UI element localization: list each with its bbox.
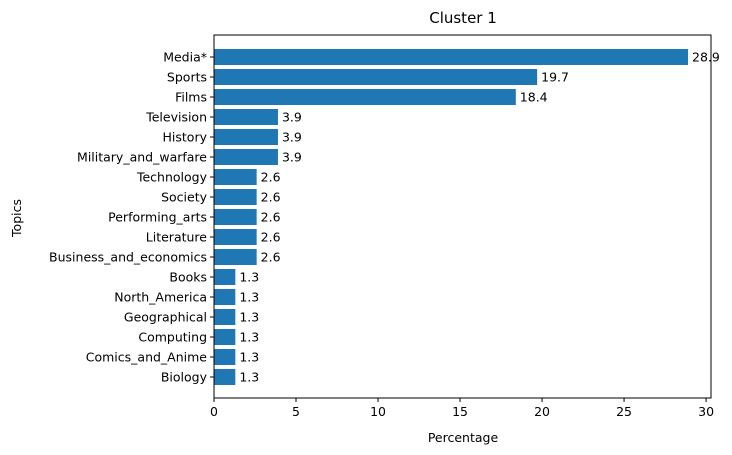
y-tick-label: Computing bbox=[138, 330, 207, 345]
y-tick-label: Books bbox=[169, 270, 207, 285]
x-tick-label: 25 bbox=[616, 404, 632, 419]
bar bbox=[214, 169, 257, 185]
data-label: 1.3 bbox=[239, 350, 259, 365]
x-tick-label: 5 bbox=[292, 404, 300, 419]
data-label: 2.6 bbox=[261, 210, 281, 225]
data-label: 3.9 bbox=[282, 150, 302, 165]
x-tick-label: 20 bbox=[534, 404, 550, 419]
bar bbox=[214, 149, 278, 165]
bar bbox=[214, 229, 257, 245]
y-tick-label: Films bbox=[175, 90, 207, 105]
x-tick-label: 0 bbox=[210, 404, 218, 419]
bar bbox=[214, 289, 236, 305]
bar bbox=[214, 89, 516, 105]
bar bbox=[214, 329, 236, 345]
data-label: 1.3 bbox=[239, 290, 259, 305]
bars-group bbox=[214, 49, 689, 385]
y-tick-labels: Media* Sports Films Television History Milita… bbox=[49, 50, 214, 385]
data-label: 18.4 bbox=[520, 90, 548, 105]
y-tick-label: Performing_arts bbox=[108, 210, 207, 225]
y-tick-label: Television bbox=[145, 110, 207, 125]
x-tick-label: 10 bbox=[370, 404, 386, 419]
data-label: 1.3 bbox=[239, 270, 259, 285]
y-tick-label: Business_and_economics bbox=[49, 250, 207, 265]
bar bbox=[214, 369, 236, 385]
y-tick-label: Society bbox=[161, 190, 208, 205]
data-label: 1.3 bbox=[239, 370, 259, 385]
data-label: 2.6 bbox=[261, 170, 281, 185]
bar bbox=[214, 49, 689, 65]
plot-frame bbox=[213, 34, 712, 399]
y-tick-label: North_America bbox=[114, 290, 207, 305]
data-label: 2.6 bbox=[261, 190, 281, 205]
chart-title: Cluster 1 bbox=[429, 9, 497, 27]
x-tick-label: 15 bbox=[452, 404, 468, 419]
bar bbox=[214, 249, 257, 265]
data-labels: 28.919.718.43.93.93.92.62.62.62.62.61.31… bbox=[239, 50, 720, 385]
y-tick-label: Technology bbox=[136, 170, 208, 185]
x-ticks: 0 5 10 15 20 25 30 bbox=[210, 398, 714, 419]
y-tick-label: Literature bbox=[146, 230, 208, 245]
y-axis-title: Topics bbox=[9, 199, 24, 238]
bar bbox=[214, 209, 257, 225]
data-label: 3.9 bbox=[282, 110, 302, 125]
y-tick-label: Geographical bbox=[124, 310, 207, 325]
bar bbox=[214, 109, 278, 125]
bar bbox=[214, 189, 257, 205]
y-tick-label: Biology bbox=[161, 370, 208, 385]
y-tick-label: Comics_and_Anime bbox=[86, 350, 208, 365]
x-axis-title: Percentage bbox=[428, 430, 499, 445]
data-label: 1.3 bbox=[239, 330, 259, 345]
data-label: 1.3 bbox=[239, 310, 259, 325]
y-tick-label: Military_and_warfare bbox=[77, 150, 207, 165]
bar bbox=[214, 69, 538, 85]
bar bbox=[214, 309, 236, 325]
bar bbox=[214, 129, 278, 145]
bar bbox=[214, 269, 236, 285]
data-label: 2.6 bbox=[261, 230, 281, 245]
data-label: 28.9 bbox=[692, 50, 720, 65]
y-tick-label: Sports bbox=[167, 70, 207, 85]
data-label: 19.7 bbox=[541, 70, 569, 85]
x-tick-label: 30 bbox=[698, 404, 714, 419]
data-label: 2.6 bbox=[261, 250, 281, 265]
y-tick-label: Media* bbox=[163, 50, 207, 65]
y-tick-label: History bbox=[163, 130, 208, 145]
bar bbox=[214, 349, 236, 365]
data-label: 3.9 bbox=[282, 130, 302, 145]
